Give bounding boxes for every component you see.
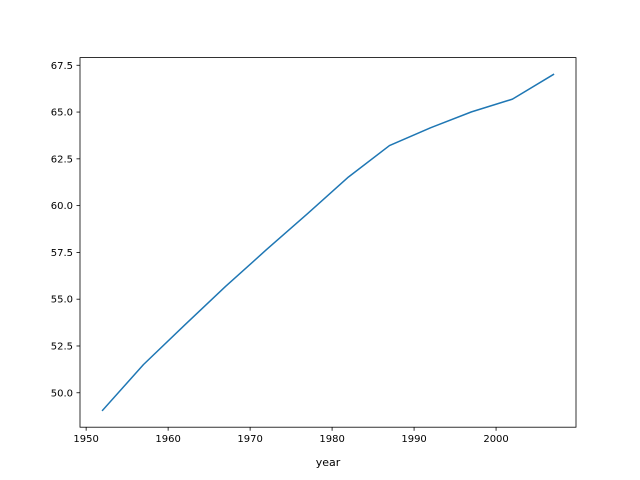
y-tick-label: 50.0 — [51, 388, 73, 399]
y-tick-label: 55.0 — [51, 295, 73, 306]
y-tick-label: 57.5 — [51, 248, 73, 259]
y-tick-label: 60.0 — [51, 201, 73, 212]
y-tick-label: 65.0 — [51, 108, 73, 119]
y-tick-label: 62.5 — [51, 154, 73, 165]
x-tick-label: 1950 — [73, 434, 98, 445]
y-tick-label: 52.5 — [51, 341, 73, 352]
y-tick-label: 67.5 — [51, 61, 73, 72]
x-tick-label: 1990 — [401, 434, 426, 445]
x-tick-label: 1980 — [319, 434, 344, 445]
x-axis-label: year — [316, 456, 341, 469]
x-tick-label: 1960 — [155, 434, 180, 445]
x-tick-label: 1970 — [237, 434, 262, 445]
data-line — [101, 73, 555, 412]
x-tick-label: 2000 — [483, 434, 508, 445]
plot-frame — [79, 57, 577, 428]
